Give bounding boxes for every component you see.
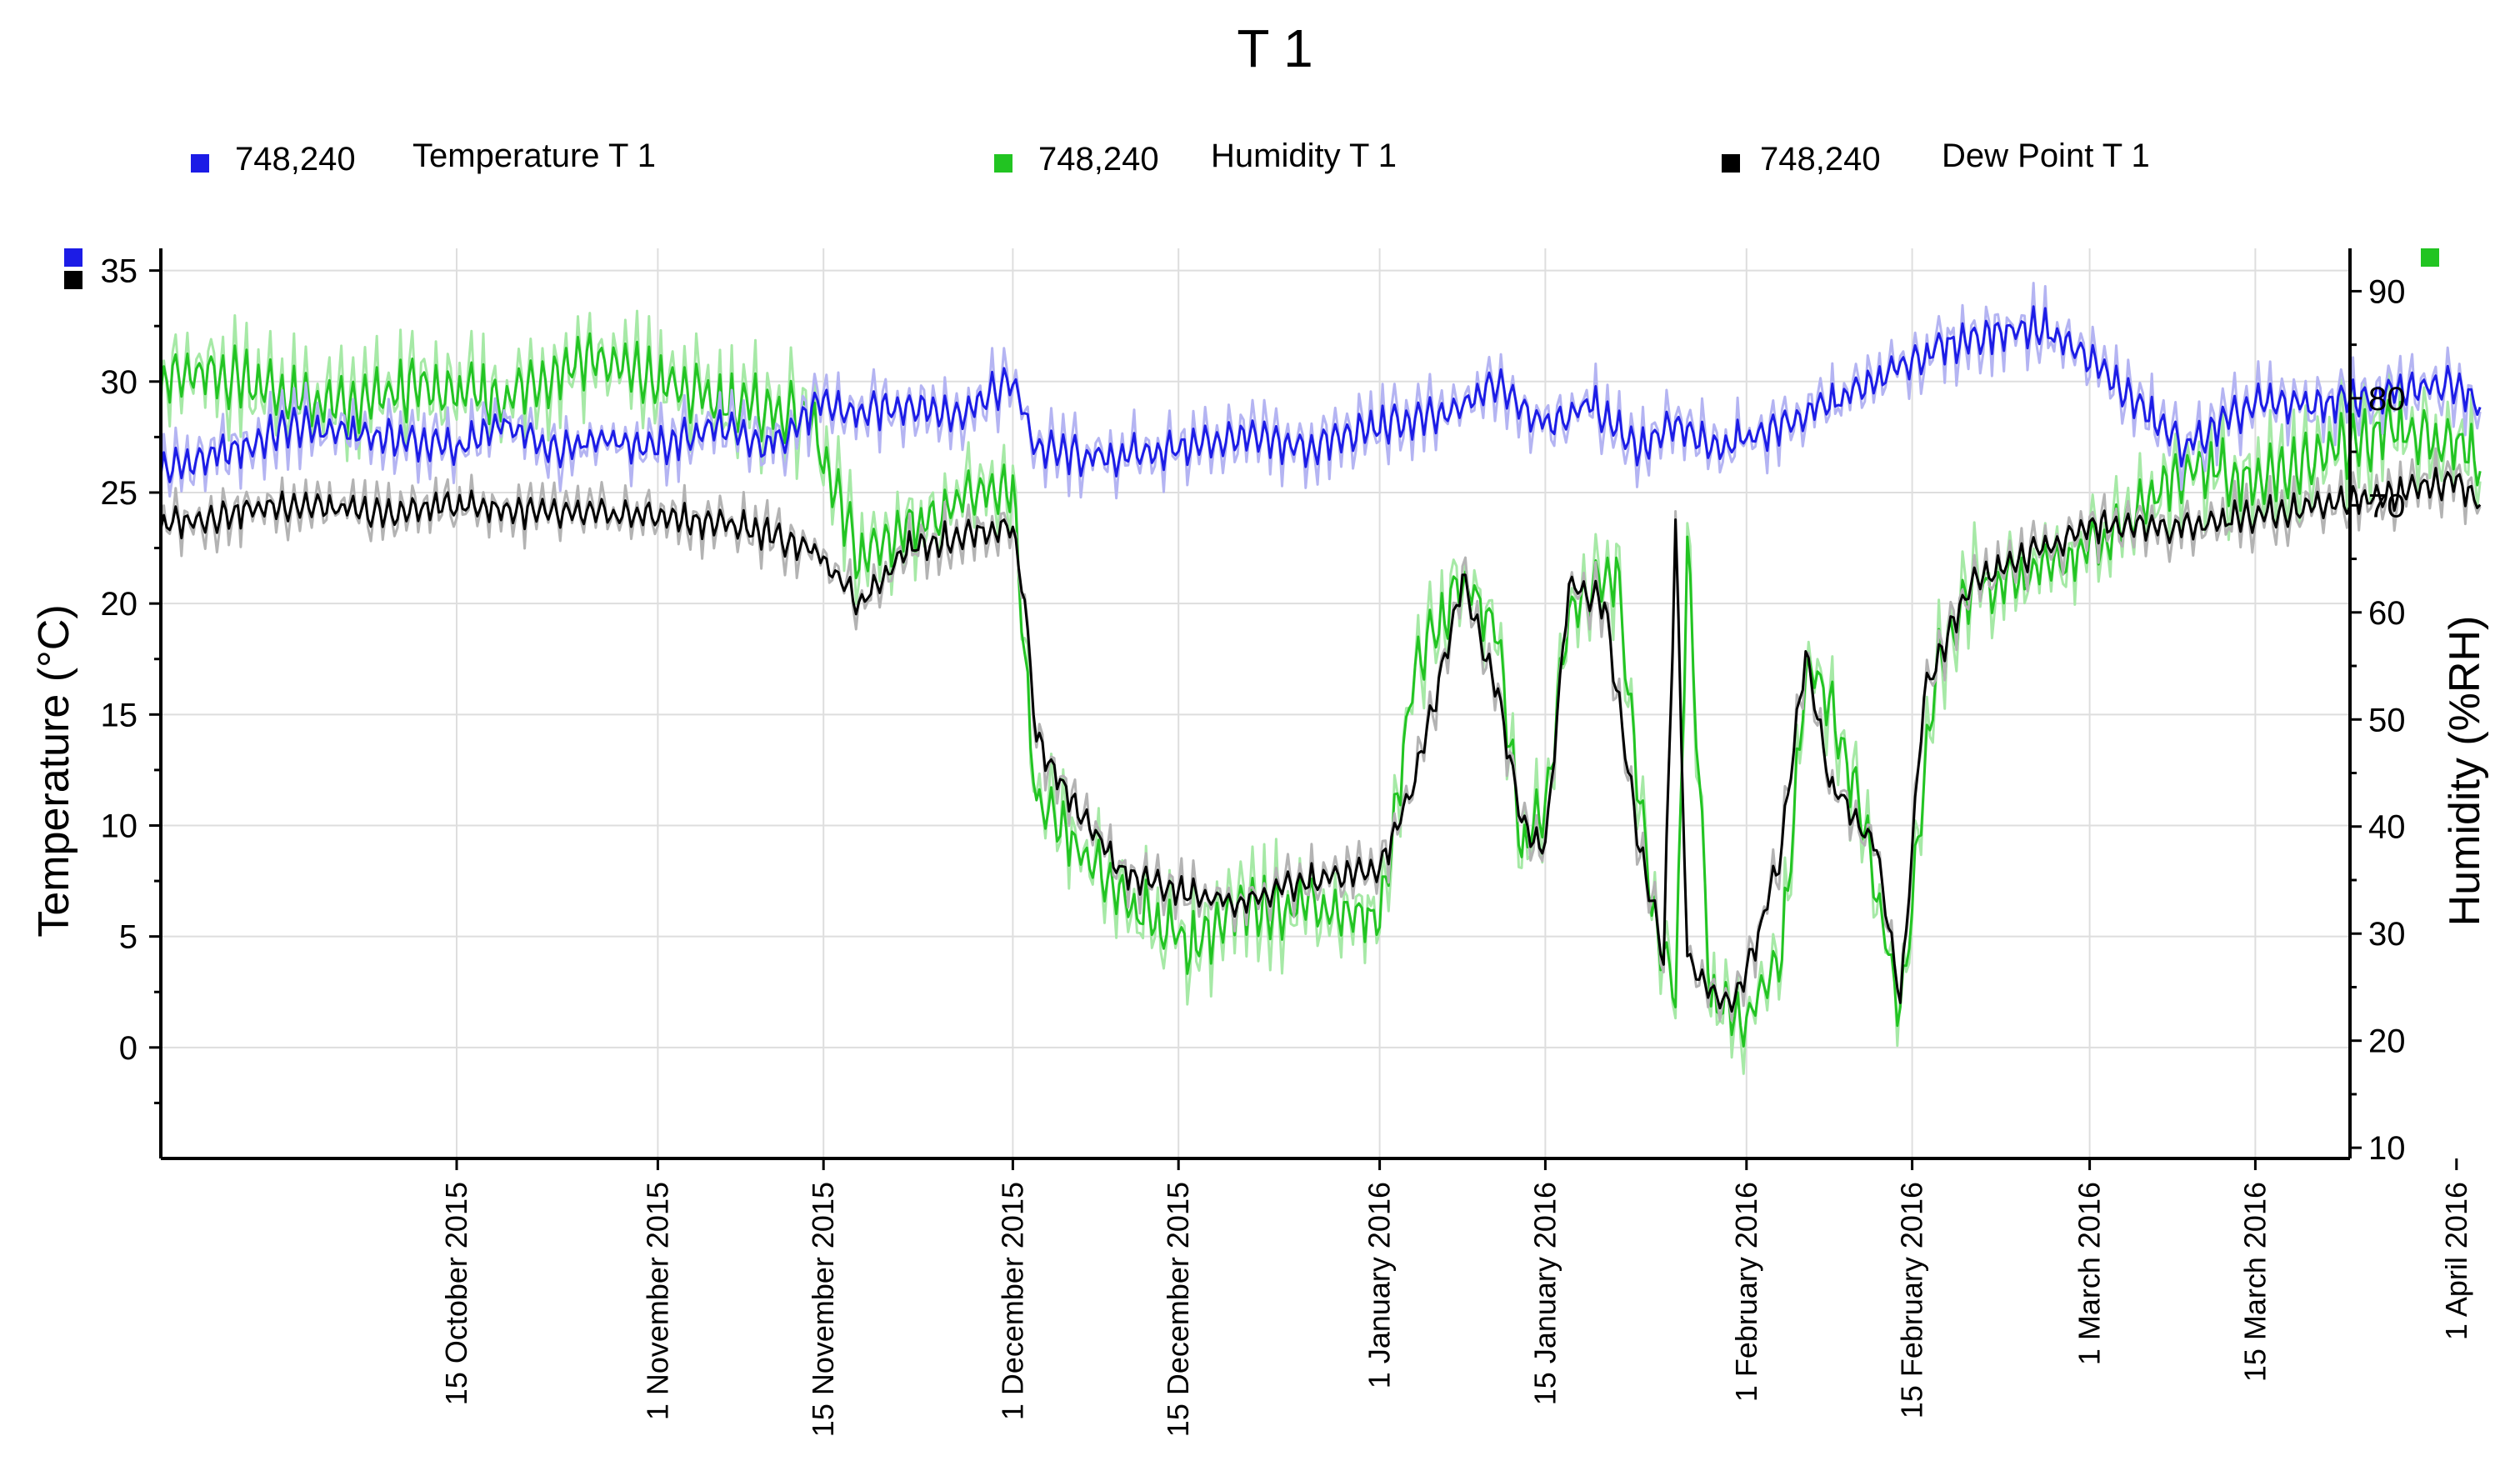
x-tick-label-8: 15 February 2016 [1895,1182,1929,1418]
left-axis-title: Temperature (°C) [30,604,78,937]
left-tick-label-3: 15 [101,697,138,733]
legend-item-dewpoint[interactable]: 748,240 Dew Point T 1 [1722,138,2150,178]
x-axis-ticks: 15 October 2015 1 November 2015 15 Novembe… [439,1158,2473,1437]
left-tick-label-7: 35 [101,253,138,290]
right-axis-title: Humidity (%RH) [2441,616,2489,927]
series-line-temperature-t-1 [159,305,2482,483]
series-line-humidity-t-1 [159,332,2482,1048]
x-tick-label-2: 15 November 2015 [806,1182,840,1437]
right-tick-label-7: 80 [2368,381,2406,418]
x-tick-label-6: 15 January 2016 [1528,1182,1562,1405]
x-tick-label-7: 1 February 2016 [1729,1182,1763,1402]
x-tick-label-5: 1 January 2016 [1362,1182,1397,1388]
legend-value-humidity: 748,240 [1038,141,1159,178]
right-tick-label-0: 10 [2368,1130,2406,1167]
x-tick-label-1: 1 November 2015 [640,1182,674,1420]
left-tick-label-2: 10 [101,808,138,844]
right-tick-label-4: 50 [2368,702,2406,738]
legend-label-temperature: Temperature T 1 [412,138,656,174]
legend-item-humidity[interactable]: 748,240 Humidity T 1 [994,138,1397,178]
legend-item-temperature[interactable]: 748,240 Temperature T 1 [191,138,656,178]
legend-swatch-dewpoint [1722,154,1740,173]
left-tick-label-6: 30 [101,364,138,401]
left-axis-marker-dewpoint [64,271,82,289]
legend: 748,240 Temperature T 1 748,240 Humidity… [191,138,2150,178]
x-tick-label-9: 1 March 2016 [2072,1182,2107,1365]
right-axis-ticks: 10 20 30 40 50 60 70 80 90 [2350,273,2406,1167]
left-axis-ticks: 0 5 10 15 20 25 30 35 [101,253,161,1104]
legend-swatch-humidity [994,154,1012,173]
right-tick-label-2: 30 [2368,916,2406,953]
right-tick-label-3: 40 [2368,809,2406,846]
gridlines [161,248,2350,1158]
legend-swatch-temperature [191,154,209,173]
right-tick-label-1: 20 [2368,1023,2406,1060]
right-tick-label-6: 70 [2368,488,2406,524]
right-axis-marker-humidity [2421,248,2439,267]
series-line-dew-point-t-1 [159,467,2482,1013]
x-tick-label-10: 15 March 2016 [2238,1182,2272,1382]
left-tick-label-4: 20 [101,586,138,623]
series-layer [159,282,2482,1075]
x-tick-label-4: 15 December 2015 [1161,1182,1195,1437]
left-axis-marker-temperature [64,248,82,267]
legend-label-dewpoint: Dew Point T 1 [1942,138,2150,174]
series-band-humidity-t-1 [159,309,2482,1075]
left-tick-label-1: 5 [119,919,138,956]
right-tick-label-5: 60 [2368,595,2406,632]
x-tick-label-3: 1 December 2015 [995,1182,1029,1420]
left-tick-label-5: 25 [101,475,138,512]
x-tick-label-0: 15 October 2015 [439,1182,473,1405]
x-tick-label-11: 1 April 2016 [2439,1182,2473,1340]
legend-value-temperature: 748,240 [235,141,356,178]
right-tick-label-8: 90 [2368,273,2406,310]
chart-title: T 1 [1237,18,1312,78]
legend-label-humidity: Humidity T 1 [1211,138,1397,174]
legend-value-dewpoint: 748,240 [1760,141,1881,178]
left-tick-label-0: 0 [119,1030,138,1067]
